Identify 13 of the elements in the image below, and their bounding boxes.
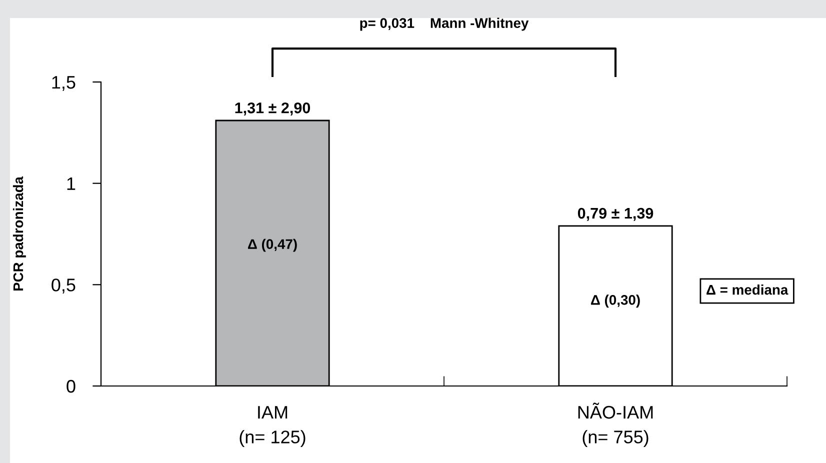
x-tick-label: NÃO-IAM (n= 755) xyxy=(578,402,653,447)
text: p= 0,031 Mann -Whitney xyxy=(360,18,529,31)
y-axis-title: PCR padronizada xyxy=(12,176,26,291)
annotation: Δ (0,47) xyxy=(248,238,297,252)
x-tick-label: IAM (n= 125) xyxy=(240,406,306,447)
y-tick-label: 0,5 xyxy=(52,278,76,294)
annotation: Δ (0,30) xyxy=(591,294,640,308)
y-tick-label: 1,5 xyxy=(52,76,76,91)
data-label: 1,31 ± 2,90 xyxy=(235,102,310,116)
y-tick-label: 0 xyxy=(66,380,76,393)
data-label: 0,79 ± 1,39 xyxy=(578,208,654,221)
annotation: Δ = mediana xyxy=(706,284,788,295)
y-tick-label: 1 xyxy=(67,177,76,190)
